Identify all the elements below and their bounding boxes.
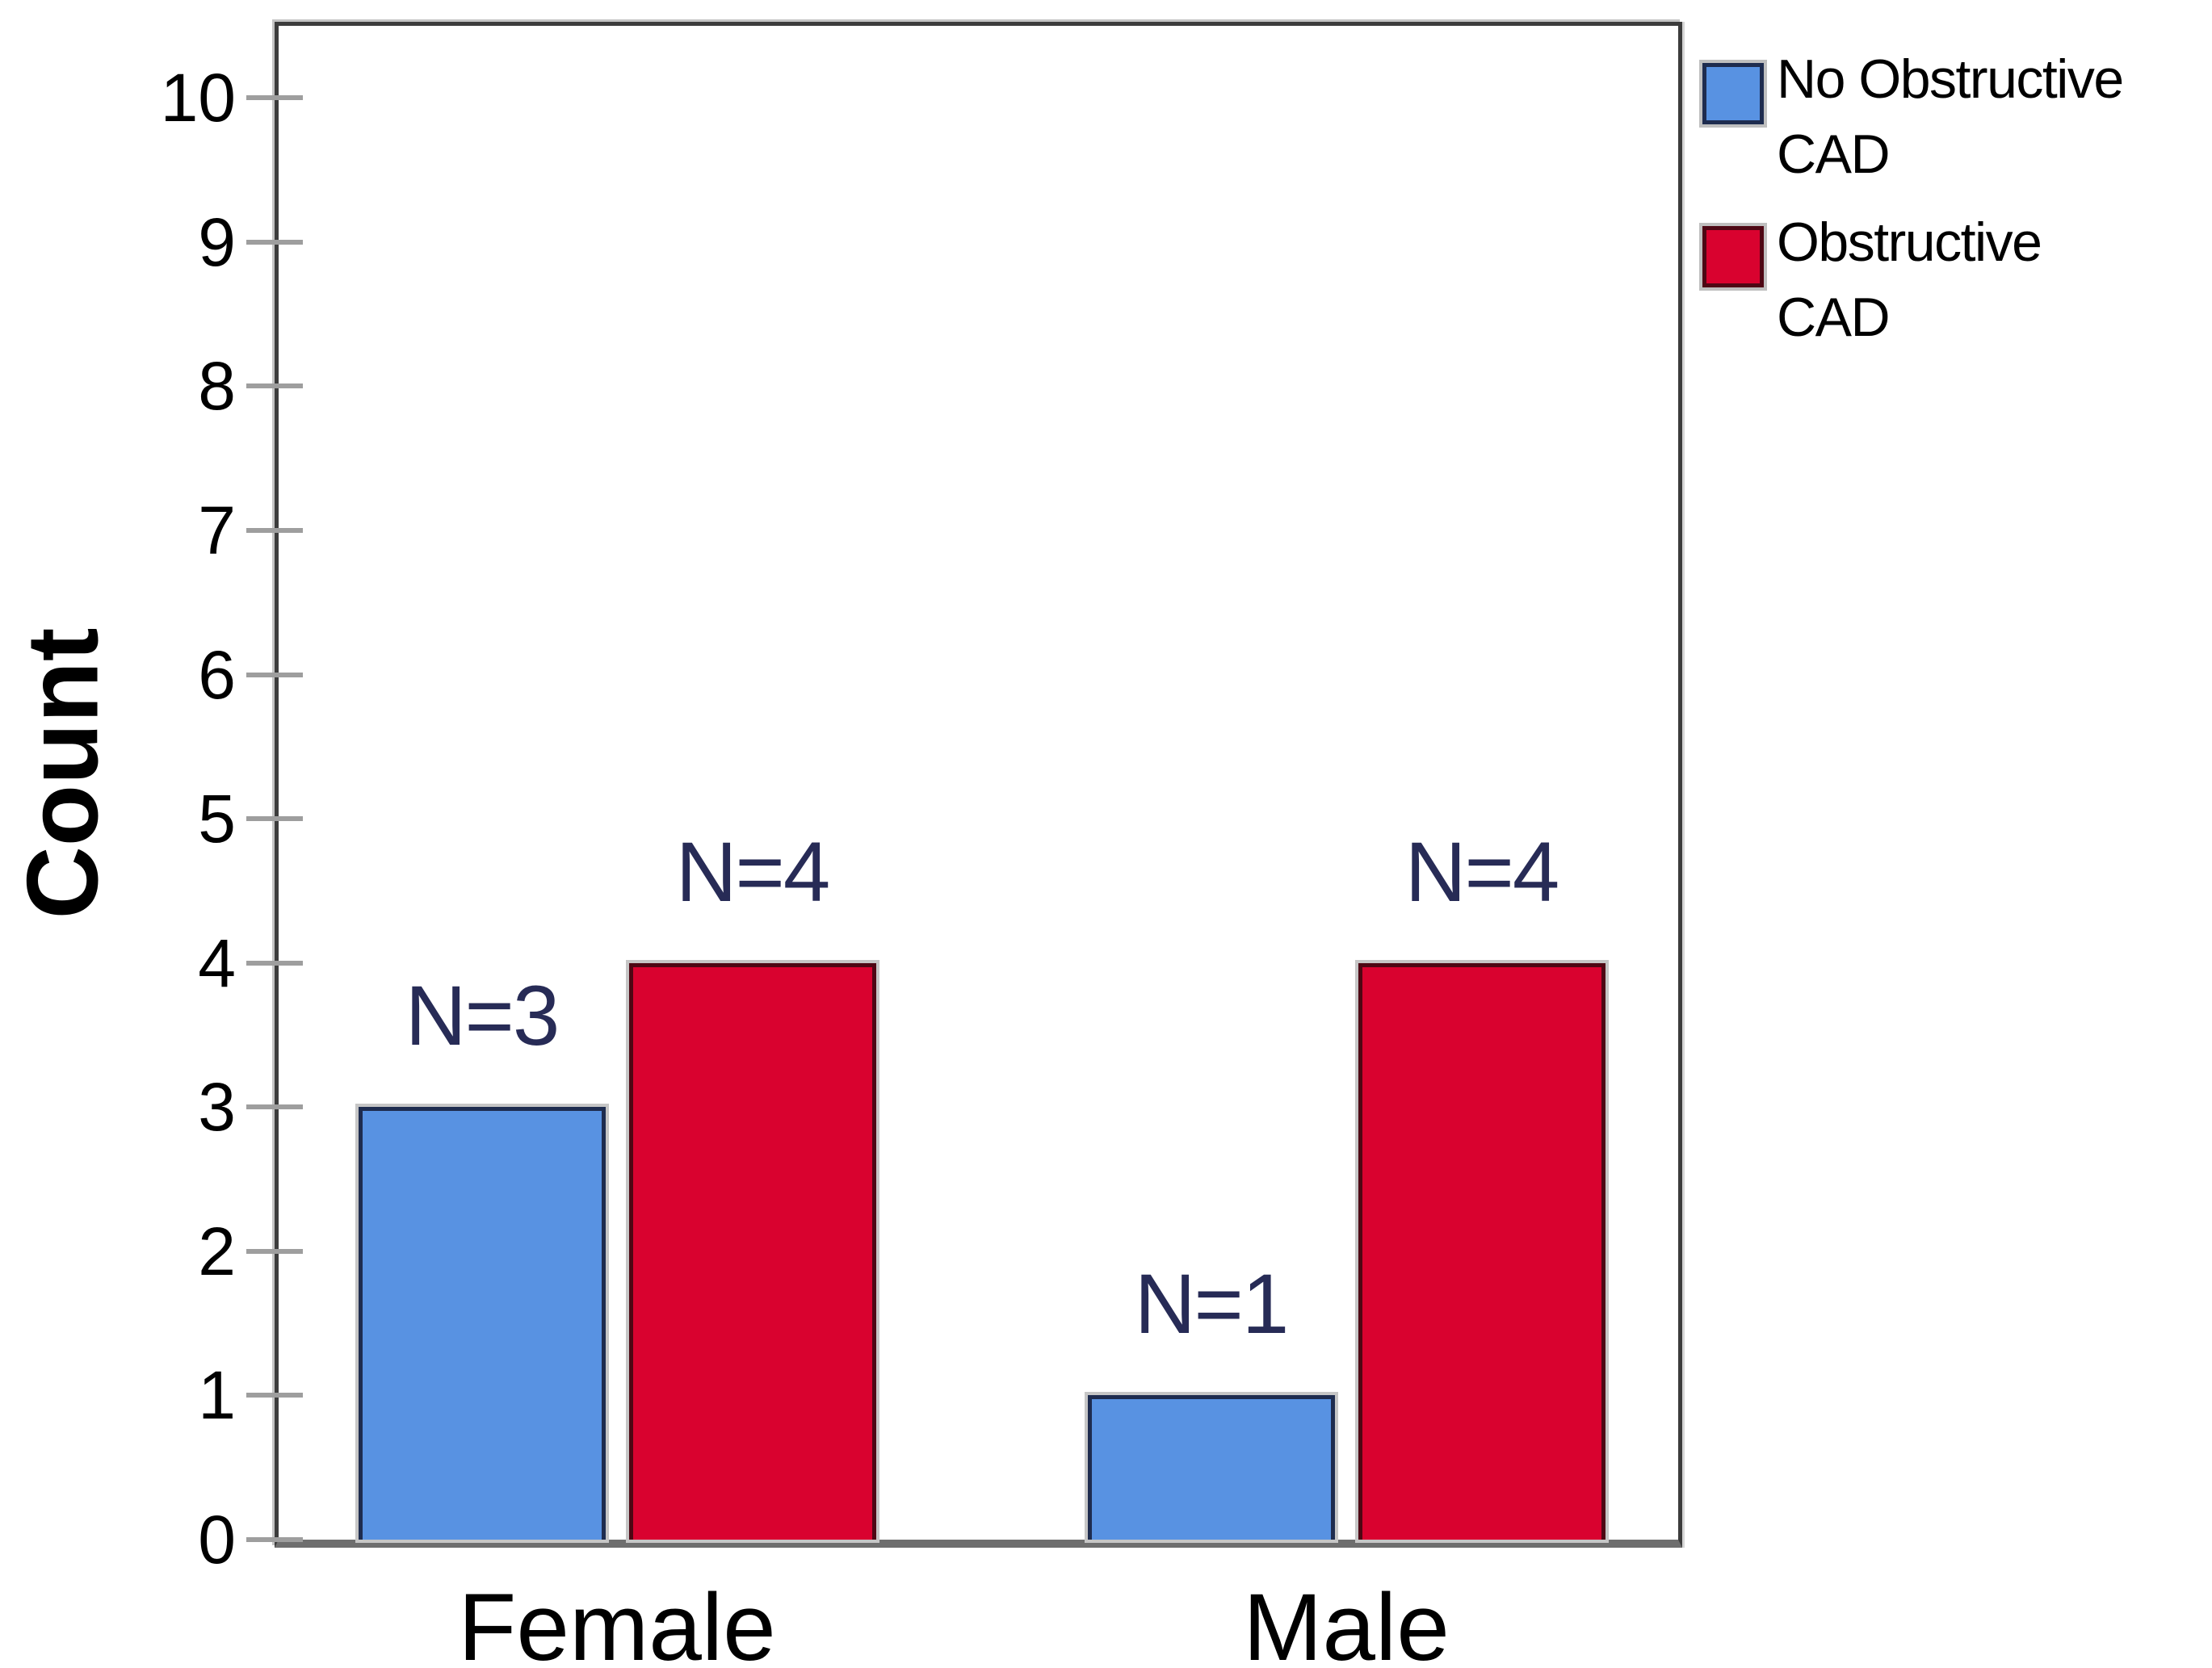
legend-item-obstructive-cad: Obstructive CAD [1702,205,2203,355]
bar-count-label: N=1 [1134,1257,1290,1352]
y-axis-tick [246,672,303,677]
bar-count-label: N=4 [675,824,831,920]
y-axis-tick [246,1248,303,1254]
bar-count-label: N=4 [1404,824,1560,920]
legend-label: Obstructive CAD [1777,212,2042,348]
y-axis-tick [246,239,303,245]
chart-legend: No Obstructive CAD Obstructive CAD [1702,42,2203,368]
y-axis-tick [246,528,303,533]
plot-area: N=3 N=4 N=1 N=4 [246,22,1682,1548]
y-axis-tick-label: 2 [198,1213,236,1289]
y-axis-tick-label: 6 [198,636,236,713]
y-axis-tick-label: 3 [198,1069,236,1146]
bar-count-label: N=3 [405,969,560,1064]
y-axis-tick [246,95,303,101]
y-axis-tick-label: 4 [198,924,236,1001]
bar-female-obstructive-cad [628,962,876,1540]
legend-label: No Obstructive CAD [1777,48,2124,185]
bar-male-no-obstructive-cad [1087,1395,1335,1540]
y-axis-tick-label: 10 [160,60,236,136]
x-category-label-female: Female [458,1574,776,1668]
bar-female-no-obstructive-cad [358,1107,606,1540]
y-axis-tick-label: 8 [198,348,236,425]
legend-item-no-obstructive-cad: No Obstructive CAD [1702,42,2203,192]
y-axis-tick [246,1393,303,1398]
y-axis-tick-label: 1 [198,1357,236,1434]
y-axis-tick-label: 9 [198,203,236,280]
legend-swatch [1702,226,1764,287]
y-axis-tick [246,816,303,822]
y-axis-tick-label: 5 [198,781,236,857]
y-axis-tick [246,1104,303,1110]
legend-swatch [1702,63,1764,124]
y-axis-tick [246,960,303,966]
y-axis-tick [246,383,303,389]
bar-male-obstructive-cad [1358,962,1605,1540]
x-category-label-male: Male [1243,1574,1450,1668]
y-axis-tick-label: 7 [198,492,236,568]
y-axis-tick-label: 0 [198,1502,236,1578]
y-axis-tick [246,1537,303,1542]
